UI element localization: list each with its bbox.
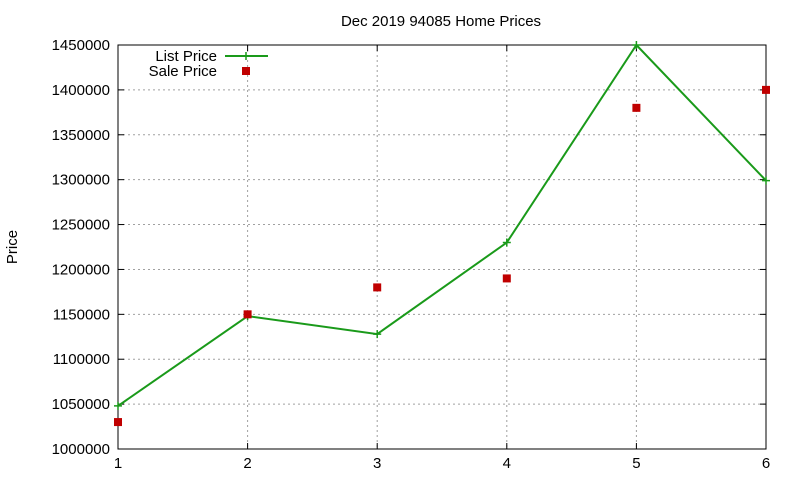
series [114,41,770,427]
grid [118,45,766,449]
sale-price-point [502,274,511,283]
plot-frame [117,44,767,450]
sale-price-point [373,283,382,292]
x-tick-label: 4 [503,455,511,472]
y-tick-label: 1400000 [52,82,110,99]
legend-label-list-price: List Price [155,48,217,65]
x-tick-label: 1 [114,455,122,472]
y-tick-label: 1450000 [52,37,110,54]
list-price-point [632,41,641,49]
y-tick-label: 1000000 [52,441,110,458]
y-tick-label: 1050000 [52,396,110,413]
y-tick-label: 1100000 [53,351,110,368]
chart-title: Dec 2019 94085 Home Prices [341,13,541,30]
y-axis-label: Price [4,230,21,264]
x-tick-label: 3 [373,455,381,472]
list-price-point [114,401,122,410]
x-tick-label: 6 [762,455,770,472]
y-tick-label: 1300000 [52,172,110,189]
list-price-point [502,238,511,247]
x-tick-label: 2 [243,455,251,472]
legend-swatch-sale-price [242,67,250,75]
sale-price-point [632,103,641,112]
list-price-point [373,330,382,339]
list-price-point [762,176,770,185]
sale-price-point [762,85,770,94]
x-tick-label: 5 [632,455,640,472]
y-tick-label: 1250000 [52,217,110,234]
y-tick-label: 1150000 [53,306,110,323]
y-tick-label: 1200000 [52,261,110,278]
list-price-line [117,43,767,407]
sale-price-point [114,418,122,427]
y-tick-label: 1350000 [52,127,110,144]
sale-price-point [243,310,252,319]
legend-label-sale-price: Sale Price [149,63,217,80]
legend-marker-list-price [242,52,250,60]
axis-ticks: 1000000 1050000 1100000 1150000 1200000 12500… [52,37,771,472]
